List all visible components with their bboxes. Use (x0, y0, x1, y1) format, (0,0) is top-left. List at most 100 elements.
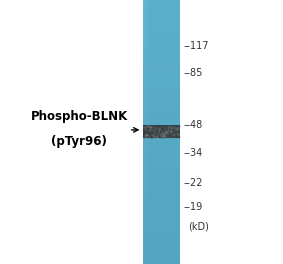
Bar (143, 110, 180, 114)
Bar (143, 79, 148, 84)
Bar (143, 106, 148, 110)
Bar (143, 101, 180, 106)
Bar (143, 194, 180, 198)
Bar (143, 66, 148, 70)
Bar (143, 185, 148, 189)
Bar (143, 150, 180, 154)
Bar (143, 0, 148, 4)
Bar (143, 145, 180, 150)
Bar (143, 44, 180, 48)
Bar (143, 13, 148, 18)
Bar (143, 9, 180, 13)
Bar (143, 238, 148, 242)
Bar (143, 119, 148, 123)
Bar (143, 180, 180, 185)
Bar (143, 18, 180, 22)
Bar (143, 53, 180, 57)
Bar (143, 189, 148, 194)
Bar (143, 88, 148, 92)
Text: --117: --117 (183, 41, 209, 51)
Bar (143, 211, 148, 216)
Bar (143, 136, 180, 141)
Bar (143, 189, 180, 194)
Text: (pTyr96): (pTyr96) (51, 135, 107, 148)
Bar (143, 128, 148, 132)
Bar (143, 31, 180, 35)
Bar (143, 92, 180, 97)
Bar (143, 18, 148, 22)
Bar (143, 123, 180, 128)
Bar (143, 9, 148, 13)
Bar (143, 207, 148, 211)
Bar (143, 0, 180, 264)
Bar (143, 145, 148, 150)
Text: --85: --85 (183, 68, 203, 78)
Bar (143, 79, 180, 84)
Bar (143, 92, 148, 97)
Bar (143, 31, 148, 35)
Text: --48: --48 (183, 120, 203, 130)
Bar (143, 260, 148, 264)
Bar (143, 123, 148, 128)
Bar (143, 242, 180, 246)
Bar (143, 22, 180, 26)
Bar (143, 110, 148, 114)
Bar (143, 62, 148, 66)
Bar (143, 198, 148, 202)
Text: (kD): (kD) (188, 221, 209, 232)
Bar (143, 84, 180, 88)
Bar (143, 97, 148, 101)
Bar (143, 220, 148, 224)
Text: --34: --34 (183, 148, 203, 158)
Bar (143, 62, 180, 66)
Bar (143, 238, 180, 242)
Bar (143, 158, 148, 163)
Bar (143, 132, 148, 136)
Bar (143, 233, 148, 238)
Bar (143, 224, 148, 229)
Bar (143, 211, 180, 216)
Bar (143, 26, 148, 31)
Bar (143, 75, 180, 79)
Bar (143, 141, 148, 145)
Bar (143, 163, 148, 167)
Text: --22: --22 (183, 178, 203, 188)
Bar (143, 202, 180, 207)
Bar (143, 229, 148, 233)
Bar (143, 70, 148, 75)
Bar (143, 48, 180, 53)
Bar (143, 0, 180, 4)
Bar (143, 150, 148, 154)
Bar (143, 88, 180, 92)
Bar (143, 167, 148, 172)
Bar (143, 114, 180, 119)
Bar (143, 141, 180, 145)
Bar (143, 224, 180, 229)
Bar (143, 154, 180, 158)
Bar (143, 216, 180, 220)
Bar (143, 167, 180, 172)
Bar (143, 255, 148, 260)
Bar (143, 40, 148, 44)
Bar (143, 57, 148, 62)
Bar (143, 66, 180, 70)
Bar (143, 136, 148, 141)
Bar (143, 101, 148, 106)
Bar (143, 114, 148, 119)
Bar (143, 202, 148, 207)
Bar (143, 163, 180, 167)
Bar (143, 158, 180, 163)
Bar (143, 4, 180, 9)
Bar (143, 194, 148, 198)
Bar (143, 22, 148, 26)
Bar (143, 176, 180, 180)
Bar (143, 251, 180, 255)
Bar (143, 106, 180, 110)
Bar (143, 216, 148, 220)
Bar (143, 251, 148, 255)
Bar (143, 198, 180, 202)
Bar (143, 128, 180, 132)
Bar (143, 48, 148, 53)
Bar (143, 154, 148, 158)
Bar (143, 229, 180, 233)
